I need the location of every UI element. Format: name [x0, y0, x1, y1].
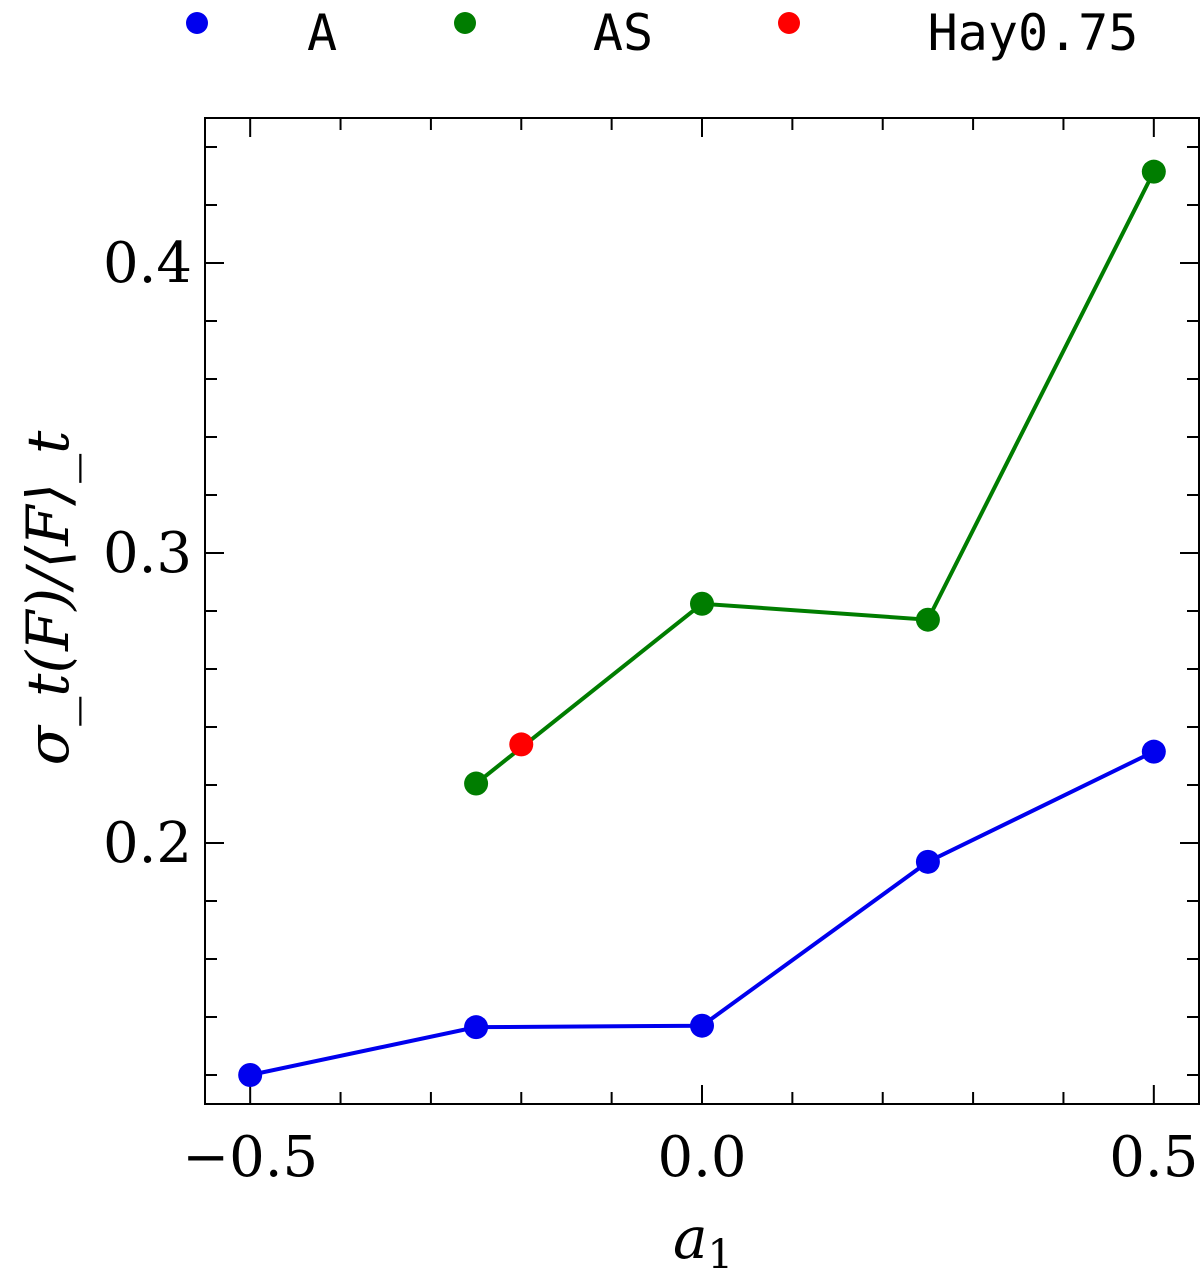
x-tick-label: 0.5 [1109, 1125, 1198, 1190]
legend-marker [186, 12, 208, 34]
data-point [238, 1063, 263, 1087]
data-point [690, 591, 714, 616]
plot-axes: −0.5 0.0 0.5 0.2 0.3 0.4 [103, 117, 1200, 1190]
y-axis-label: σ_t(F)/⟨F⟩_t [14, 430, 82, 765]
series-hay0-75 [509, 732, 534, 757]
y-tick-label: 0.4 [103, 231, 192, 296]
series-as [464, 159, 1166, 796]
data-point [915, 849, 940, 874]
y-tick-label: 0.2 [103, 811, 192, 876]
y-tick-label: 0.3 [103, 521, 192, 586]
data-point [915, 607, 940, 632]
legend-marker [778, 12, 800, 34]
legend-marker [454, 12, 476, 34]
legend-label: Hay0.75 [928, 4, 1139, 62]
x-tick-label: 0.0 [657, 1125, 746, 1190]
legend-label: A [307, 4, 337, 62]
series-a [238, 739, 1166, 1087]
data-point [464, 771, 489, 796]
legend-label: AS [593, 4, 653, 62]
data-point [1141, 159, 1166, 184]
legend: A AS Hay0.75 [186, 4, 1138, 62]
x-axis-label: a1 [673, 1204, 733, 1271]
data-point [509, 732, 534, 757]
data-point [1141, 739, 1166, 764]
data-point [690, 1013, 714, 1038]
x-tick-label: −0.5 [182, 1125, 318, 1190]
series-layer [238, 159, 1166, 1087]
data-point [464, 1015, 489, 1040]
series-line [474, 170, 1156, 786]
